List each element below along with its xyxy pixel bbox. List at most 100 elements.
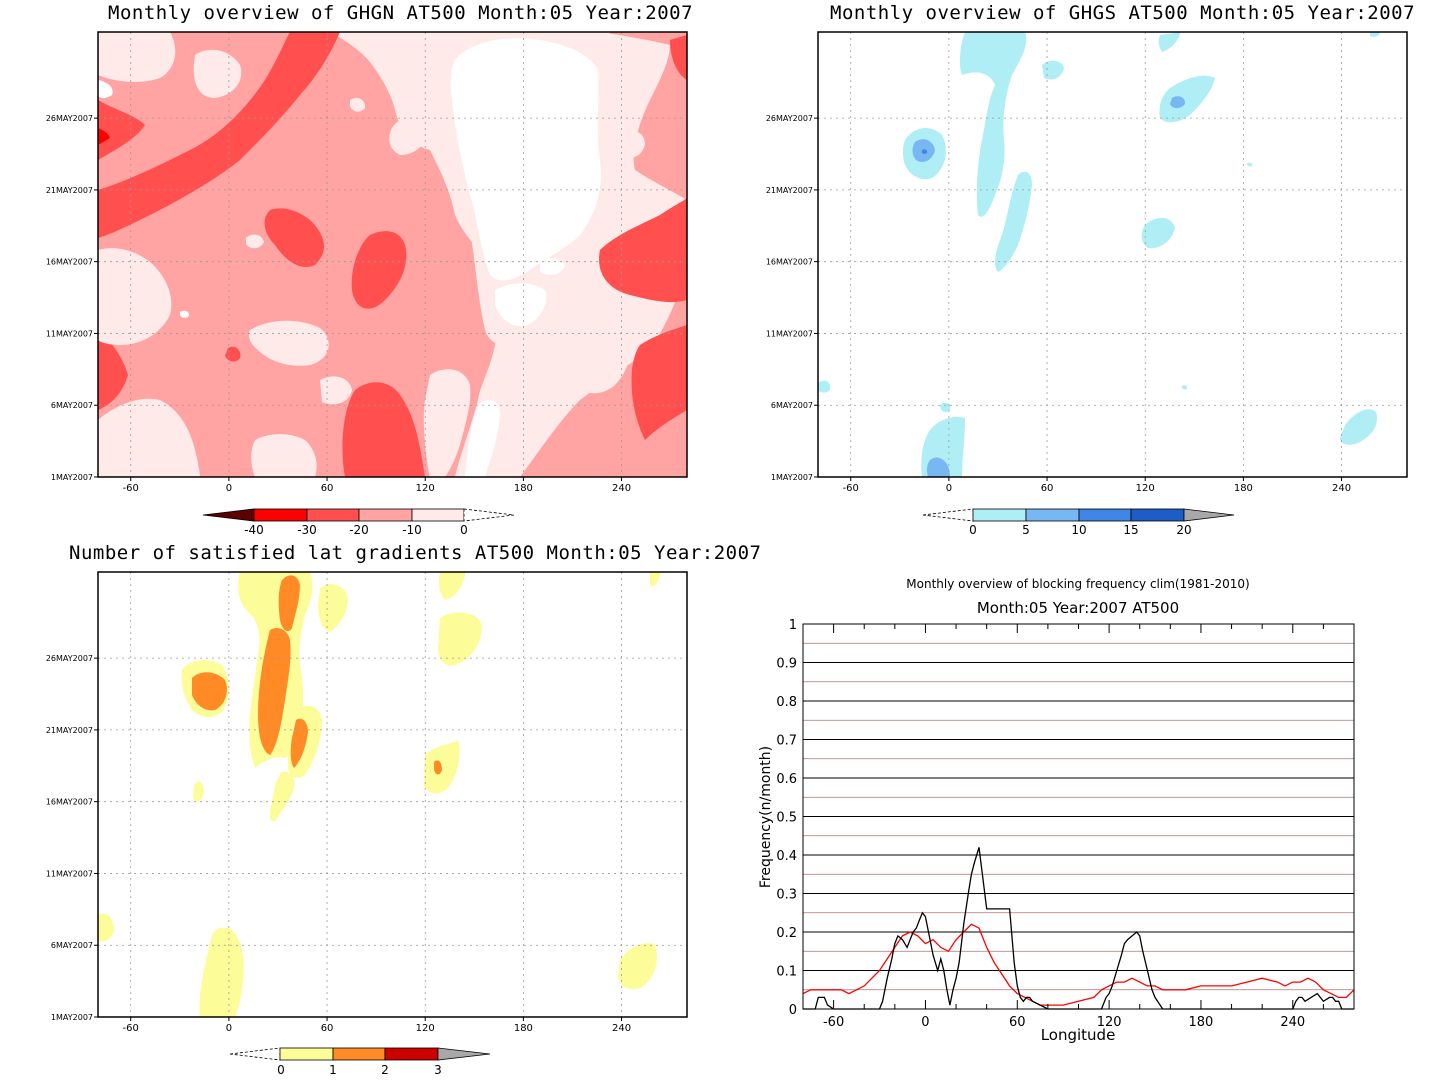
satisfied-y-tick-label: 6MAY2007 — [51, 941, 93, 950]
ghgs-y-tick-label: 1MAY2007 — [771, 473, 813, 482]
satisfied-field-background — [98, 572, 687, 1017]
satisfied-map: -60 0 60 120 180 240 1MAY20076MAY200711MAY200… — [46, 571, 688, 1077]
ghgs-x-tick-label: -60 — [843, 483, 859, 494]
ghgs-colorbar-swatch-4 — [1130, 508, 1185, 522]
satisfied-x-ticks: -60 0 60 120 180 240 — [123, 1017, 631, 1034]
frequency-x-tick-label: 120 — [1097, 1015, 1122, 1030]
frequency-subtitle: Month:05 Year:2007 AT500 — [977, 599, 1179, 617]
ghgn-colorbar-overflow — [463, 508, 515, 522]
ghgs-colorbar-label: 15 — [1123, 523, 1138, 537]
satisfied-y-tick-label: 1MAY2007 — [51, 1013, 93, 1022]
ghgn-y-tick-label: 1MAY2007 — [51, 473, 93, 482]
ghgn-x-tick-label: 0 — [226, 483, 232, 494]
ghgn-x-ticks: -60 0 60 120 180 240 — [123, 477, 631, 494]
frequency-y-tick-label: 0.7 — [776, 734, 797, 749]
ghgn-level-30h — [670, 35, 687, 80]
ghgn-level-10j — [423, 369, 471, 477]
satisfied-level-0j — [98, 913, 114, 942]
ghgn-level-30d — [342, 382, 425, 477]
ghgs-level-0a — [959, 32, 1027, 217]
ghgn-colorbar-swatch-4 — [411, 508, 465, 522]
ghgs-colorbar-label: 10 — [1071, 523, 1086, 537]
satisfied-colorbar-swatch-1 — [279, 1047, 334, 1061]
ghgs-x-tick-label: 180 — [1234, 483, 1253, 494]
ghgn-colorbar-label: -10 — [402, 523, 422, 537]
satisfied-y-tick-label: 21MAY2007 — [46, 726, 93, 735]
ghgn-level-0e — [495, 283, 547, 327]
satisfied-colorbar-underflow — [229, 1047, 281, 1061]
satisfied-title: Number of satisfied lat gradients AT500 … — [69, 542, 762, 564]
ghgn-x-tick-label: 120 — [416, 483, 435, 494]
satisfied-y-tick-label: 16MAY2007 — [46, 798, 93, 807]
frequency-x-label: Longitude — [1041, 1026, 1116, 1044]
ghgs-y-tick-label: 21MAY2007 — [766, 186, 813, 195]
satisfied-y-tick-label: 11MAY2007 — [46, 869, 93, 878]
ghgs-panel: Monthly overview of GHGS AT500 Month:05 … — [720, 0, 1440, 545]
ghgn-y-tick-label: 16MAY2007 — [46, 258, 93, 267]
frequency-y-tick-label: 0.3 — [776, 888, 797, 903]
satisfied-level-0l — [618, 943, 657, 990]
ghgs-x-tick-label: 60 — [1041, 483, 1054, 494]
ghgs-level-5c — [926, 457, 950, 477]
satisfied-colorbar-label: 3 — [434, 1063, 442, 1077]
ghgs-level-0g — [1141, 217, 1175, 249]
ghgn-contours — [98, 32, 687, 477]
ghgs-level-0e — [1159, 75, 1215, 123]
satisfied-colorbar: 0 1 2 3 — [229, 1047, 491, 1077]
ghgs-level-10a — [921, 149, 928, 154]
ghgn-level-10h — [251, 434, 317, 477]
ghgs-colorbar-label: 0 — [969, 523, 977, 537]
frequency-y-tick-label: 1 — [789, 618, 797, 633]
ghgs-level-0k — [1340, 409, 1378, 445]
satisfied-y-ticks: 1MAY2007 6MAY2007 11MAY2007 16MAY2007 21MAY2… — [46, 654, 98, 1022]
satisfied-contours — [98, 572, 660, 1017]
ghgs-y-tick-label: 26MAY2007 — [766, 114, 813, 123]
frequency-y-tick-label: 0.9 — [776, 657, 797, 672]
ghgn-level-30a — [98, 100, 145, 160]
frequency-y-tick-label: 0.5 — [776, 811, 797, 826]
ghgs-y-tick-label: 6MAY2007 — [771, 401, 813, 410]
ghgn-y-ticks: 1MAY2007 6MAY2007 11MAY2007 16MAY2007 21MAY2… — [46, 114, 98, 482]
frequency-panel: Monthly overview of blocking frequency c… — [720, 545, 1440, 1091]
ghgs-x-tick-label: 0 — [946, 483, 952, 494]
ghgn-level-30g — [631, 325, 687, 440]
satisfied-y-tick-label: 26MAY2007 — [46, 654, 93, 663]
ghgn-level-10f — [98, 398, 200, 477]
ghgn-level-30e — [98, 330, 128, 410]
ghgs-level-0n — [1370, 32, 1380, 37]
ghgn-level-10b — [193, 49, 242, 98]
satisfied-x-tick-label: 0 — [226, 1023, 232, 1034]
frequency-y-tick-label: 0.6 — [776, 772, 797, 787]
ghgn-level-40 — [98, 128, 110, 145]
ghgn-y-tick-label: 11MAY2007 — [46, 329, 93, 338]
ghgn-panel: Monthly overview of GHGN AT500 Month:05 … — [0, 0, 720, 545]
ghgn-level-10a — [98, 32, 176, 82]
ghgn-y-tick-label: 21MAY2007 — [46, 186, 93, 195]
frequency-x-tick-label: 60 — [1009, 1015, 1026, 1030]
ghgs-colorbar-swatch-1 — [972, 508, 1027, 522]
ghgn-y-tick-label: 6MAY2007 — [51, 401, 93, 410]
satisfied-colorbar-swatch-2 — [332, 1047, 386, 1061]
satisfied-x-tick-label: 60 — [321, 1023, 334, 1034]
ghgs-level-0b — [995, 171, 1032, 272]
ghgn-y-tick-label: 26MAY2007 — [46, 114, 93, 123]
ghgn-level-0a — [540, 258, 565, 275]
satisfied-panel: Number of satisfied lat gradients AT500 … — [0, 540, 761, 1091]
satisfied-grid — [98, 572, 687, 1017]
satisfied-colorbar-label: 2 — [381, 1063, 389, 1077]
ghgn-x-tick-label: 180 — [514, 483, 533, 494]
ghgn-map: -60 0 60 120 180 240 1MAY2007 6MAY2007 11MAY200… — [46, 31, 688, 537]
ghgs-frame — [817, 31, 1408, 478]
satisfied-colorbar-swatch-3 — [384, 1047, 439, 1061]
ghgn-level-30f — [599, 198, 687, 303]
frequency-x-ticks: -60 0 60 120 180 240 — [823, 624, 1355, 1030]
ghgn-colorbar-swatch-1 — [253, 508, 308, 522]
frequency-series — [802, 847, 1355, 1010]
frequency-y-label: Frequency(n/month) — [758, 746, 774, 888]
ghgn-colorbar-swatch-2 — [306, 508, 360, 522]
satisfied-x-tick-label: 120 — [416, 1023, 435, 1034]
ghgs-x-tick-label: 120 — [1136, 483, 1155, 494]
ghgs-contours — [818, 32, 1380, 477]
ghgn-level-10d — [389, 118, 426, 155]
ghgs-colorbar: 0 5 10 15 20 — [922, 508, 1235, 537]
